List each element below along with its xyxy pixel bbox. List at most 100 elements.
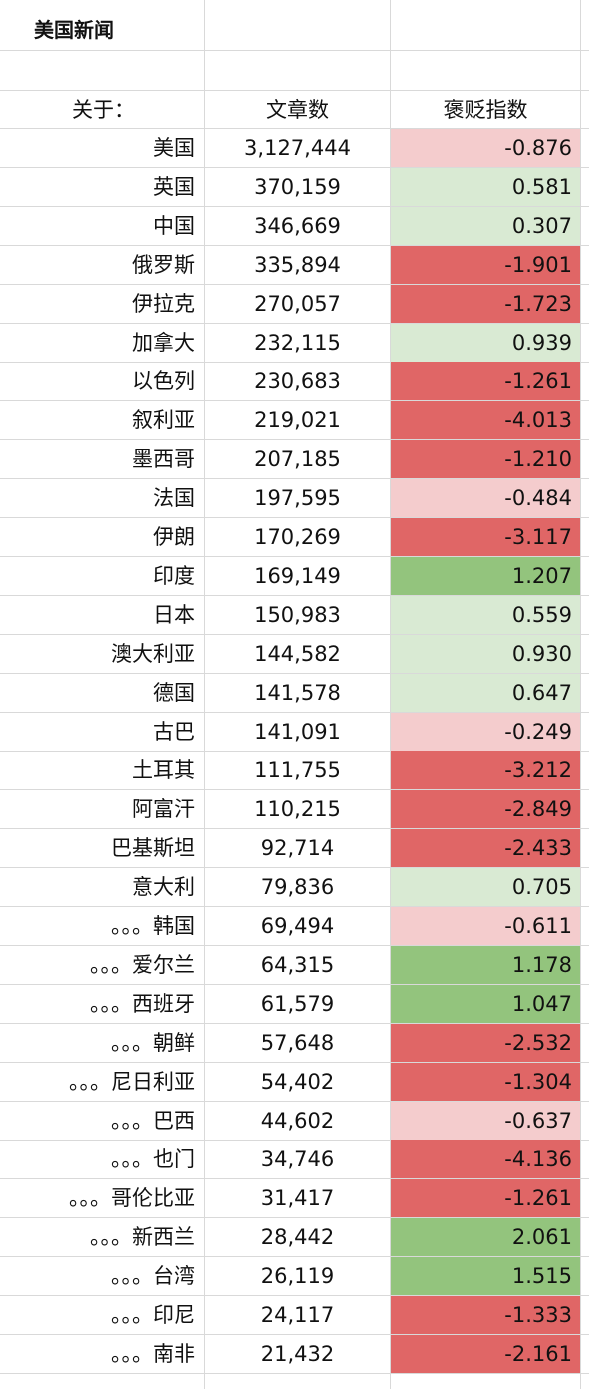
country-cell[interactable]: 。。。印尼 bbox=[111, 1303, 195, 1327]
country-cell[interactable]: 巴基斯坦 bbox=[111, 836, 195, 861]
article-count-cell[interactable]: 3,127,444 bbox=[244, 136, 351, 160]
sentiment-index-cell[interactable]: -0.611 bbox=[391, 907, 580, 945]
country-cell[interactable]: 土耳其 bbox=[132, 758, 195, 783]
article-count-cell[interactable]: 144,582 bbox=[254, 641, 341, 666]
article-count-cell[interactable]: 79,836 bbox=[260, 875, 335, 900]
country-cell[interactable]: 美国 bbox=[153, 136, 195, 160]
sentiment-index-cell[interactable]: -2.161 bbox=[391, 1334, 580, 1373]
sentiment-index-cell[interactable]: -1.261 bbox=[391, 1179, 580, 1218]
article-count-cell[interactable]: 57,648 bbox=[260, 1030, 335, 1055]
sentiment-index-cell[interactable]: 1.515 bbox=[391, 1257, 580, 1296]
article-count-cell[interactable]: 141,091 bbox=[254, 719, 341, 744]
article-count-cell[interactable]: 150,983 bbox=[254, 602, 341, 627]
article-count-cell[interactable]: 346,669 bbox=[254, 213, 341, 238]
country-cell[interactable]: 。。。西班牙 bbox=[90, 991, 195, 1016]
article-count-cell[interactable]: 54,402 bbox=[260, 1069, 335, 1094]
article-count-cell[interactable]: 170,269 bbox=[254, 525, 341, 549]
article-count-cell[interactable]: 335,894 bbox=[254, 252, 341, 277]
sentiment-index-cell[interactable]: -4.013 bbox=[391, 401, 580, 440]
sentiment-index-cell[interactable]: -1.901 bbox=[391, 245, 580, 284]
sentiment-index-cell[interactable]: -1.304 bbox=[391, 1062, 580, 1101]
sentiment-index-cell[interactable]: 0.647 bbox=[391, 673, 580, 712]
sentiment-index-cell[interactable]: -0.484 bbox=[391, 479, 580, 518]
country-cell[interactable]: 。。。朝鲜 bbox=[111, 1030, 195, 1055]
country-cell[interactable]: 墨西哥 bbox=[132, 447, 195, 472]
country-cell[interactable]: 。。。爱尔兰 bbox=[90, 952, 195, 977]
sentiment-index-cell[interactable]: -2.532 bbox=[391, 1023, 580, 1062]
country-cell[interactable]: 日本 bbox=[153, 602, 195, 627]
row-divider bbox=[0, 1256, 589, 1258]
country-cell[interactable]: 。。。韩国 bbox=[111, 914, 195, 938]
sentiment-index-cell[interactable]: 0.581 bbox=[391, 167, 580, 206]
article-count-cell[interactable]: 370,159 bbox=[254, 174, 341, 199]
sentiment-index-cell[interactable]: -3.117 bbox=[391, 518, 580, 556]
country-cell[interactable]: 法国 bbox=[153, 486, 195, 511]
article-count-cell[interactable]: 26,119 bbox=[260, 1264, 335, 1289]
sentiment-index-cell[interactable]: -0.637 bbox=[391, 1101, 580, 1140]
sentiment-index-cell[interactable]: 1.047 bbox=[391, 984, 580, 1023]
sentiment-index-cell[interactable]: -1.210 bbox=[391, 440, 580, 479]
country-cell[interactable]: 澳大利亚 bbox=[111, 641, 195, 666]
country-cell[interactable]: 古巴 bbox=[153, 719, 195, 744]
article-count-cell[interactable]: 34,746 bbox=[260, 1147, 335, 1172]
sentiment-index-cell[interactable]: -3.212 bbox=[391, 751, 580, 790]
sentiment-index-cell[interactable]: -1.723 bbox=[391, 284, 580, 323]
table-row: 。。。南非 21,432 -2.161 bbox=[0, 1334, 589, 1374]
article-count-cell[interactable]: 44,602 bbox=[260, 1108, 335, 1133]
article-count-cell[interactable]: 110,215 bbox=[254, 797, 341, 822]
table-row: 墨西哥 207,185 -1.210 bbox=[0, 440, 589, 480]
country-cell[interactable]: 伊朗 bbox=[153, 525, 195, 549]
country-cell[interactable]: 以色列 bbox=[132, 369, 195, 394]
article-count-cell[interactable]: 61,579 bbox=[260, 991, 335, 1016]
article-count-cell[interactable]: 92,714 bbox=[260, 836, 335, 861]
country-cell[interactable]: 。。。南非 bbox=[111, 1341, 195, 1366]
sentiment-index-cell[interactable]: 0.559 bbox=[391, 595, 580, 634]
article-count-cell[interactable]: 69,494 bbox=[260, 914, 335, 938]
article-count-cell[interactable]: 197,595 bbox=[254, 486, 341, 511]
country-cell[interactable]: 德国 bbox=[153, 680, 195, 705]
article-count-cell[interactable]: 24,117 bbox=[260, 1303, 335, 1327]
sentiment-index-cell[interactable]: -1.261 bbox=[391, 362, 580, 401]
sentiment-index-cell[interactable]: 0.930 bbox=[391, 634, 580, 673]
article-count-cell[interactable]: 28,442 bbox=[260, 1225, 335, 1250]
sentiment-index-cell[interactable]: -1.333 bbox=[391, 1296, 580, 1334]
sentiment-index-cell[interactable]: -0.876 bbox=[391, 129, 580, 167]
country-cell[interactable]: 叙利亚 bbox=[132, 408, 195, 433]
table-row: 。。。爱尔兰 64,315 1.178 bbox=[0, 945, 589, 985]
article-count-cell[interactable]: 31,417 bbox=[260, 1186, 335, 1211]
country-cell[interactable]: 。。。新西兰 bbox=[90, 1225, 195, 1250]
article-count-cell[interactable]: 232,115 bbox=[254, 330, 341, 355]
country-cell[interactable]: 。。。哥伦比亚 bbox=[69, 1186, 195, 1211]
article-count-cell[interactable]: 141,578 bbox=[254, 680, 341, 705]
article-count-cell[interactable]: 111,755 bbox=[254, 758, 341, 783]
country-cell[interactable]: 加拿大 bbox=[132, 330, 195, 355]
sentiment-index-cell[interactable]: -4.136 bbox=[391, 1140, 580, 1179]
article-count-cell[interactable]: 230,683 bbox=[254, 369, 341, 394]
country-cell[interactable]: 。。。台湾 bbox=[111, 1264, 195, 1289]
article-count-cell[interactable]: 169,149 bbox=[254, 563, 341, 588]
country-cell[interactable]: 印度 bbox=[153, 563, 195, 588]
sentiment-index-cell[interactable]: -0.249 bbox=[391, 712, 580, 751]
sentiment-index-cell[interactable]: -2.849 bbox=[391, 790, 580, 829]
sentiment-index-cell[interactable]: 0.705 bbox=[391, 868, 580, 907]
country-cell[interactable]: 。。。巴西 bbox=[111, 1108, 195, 1133]
sentiment-index-cell[interactable]: 0.939 bbox=[391, 323, 580, 362]
article-count-cell[interactable]: 219,021 bbox=[254, 408, 341, 433]
country-cell[interactable]: 伊拉克 bbox=[132, 291, 195, 316]
article-count-cell[interactable]: 21,432 bbox=[260, 1341, 335, 1366]
sentiment-index-cell[interactable]: 1.178 bbox=[391, 945, 580, 984]
country-cell[interactable]: 。。。也门 bbox=[111, 1147, 195, 1172]
article-count-cell[interactable]: 207,185 bbox=[254, 447, 341, 472]
sentiment-index-cell[interactable]: -2.433 bbox=[391, 829, 580, 868]
country-cell[interactable]: 。。。尼日利亚 bbox=[69, 1069, 195, 1094]
country-cell[interactable]: 阿富汗 bbox=[132, 797, 195, 822]
sentiment-index-cell[interactable]: 0.307 bbox=[391, 206, 580, 245]
country-cell[interactable]: 中国 bbox=[153, 213, 195, 238]
sentiment-index-cell[interactable]: 2.061 bbox=[391, 1218, 580, 1257]
country-cell[interactable]: 英国 bbox=[153, 174, 195, 199]
country-cell[interactable]: 意大利 bbox=[132, 875, 195, 900]
article-count-cell[interactable]: 64,315 bbox=[260, 952, 335, 977]
country-cell[interactable]: 俄罗斯 bbox=[132, 252, 195, 277]
article-count-cell[interactable]: 270,057 bbox=[254, 291, 341, 316]
sentiment-index-cell[interactable]: 1.207 bbox=[391, 556, 580, 595]
